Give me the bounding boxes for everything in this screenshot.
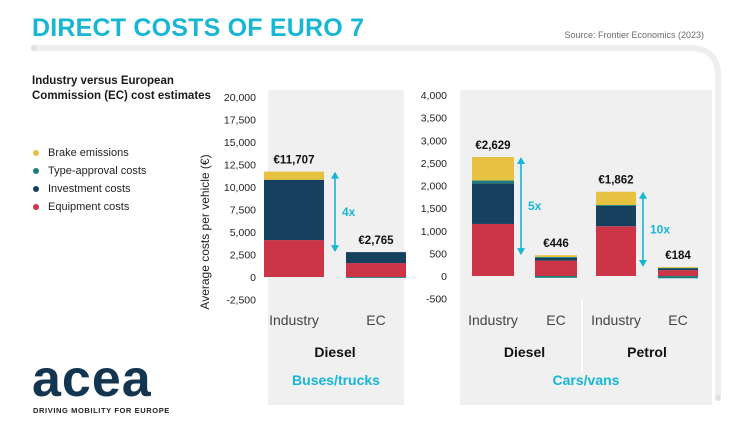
bar-total-label: €184	[665, 250, 691, 262]
bar-segment	[472, 180, 514, 184]
bar-segment	[264, 171, 324, 180]
bar-segment	[658, 266, 698, 268]
legend-dot-icon	[33, 186, 39, 192]
bar-total-label: €446	[543, 238, 569, 250]
y-tick-label: 5,000	[230, 227, 256, 239]
chart-subtitle: Industry versus European Commission (EC)…	[32, 75, 211, 102]
multiplier-label: 4x	[342, 205, 356, 219]
x-category-label: EC	[668, 312, 687, 328]
bar-segment	[658, 267, 698, 269]
bar-total-label: €2,629	[475, 140, 510, 152]
y-tick-label: 1,000	[421, 226, 447, 238]
legend-dot-icon	[33, 204, 39, 210]
x-category-label: EC	[546, 312, 565, 328]
logo-text: acea	[32, 356, 152, 406]
y-tick-label: 500	[429, 248, 447, 260]
x-category-label: Industry	[468, 312, 518, 328]
bar-total-label: €1,862	[598, 175, 633, 187]
bar-segment	[596, 226, 636, 276]
legend: Brake emissions Type-approval costs Inve…	[32, 144, 146, 216]
acea-logo-icon: acea	[32, 356, 152, 406]
y-tick-label: 1,500	[421, 203, 447, 215]
y-tick-label: 3,000	[421, 135, 447, 147]
bar-segment	[264, 240, 324, 277]
y-tick-label: 2,000	[421, 181, 447, 193]
legend-label: Type-approval costs	[48, 165, 147, 177]
y-tick-label: -2,500	[226, 295, 256, 307]
bar-segment-negative	[535, 276, 577, 278]
bar-total-label: €11,707	[274, 155, 315, 167]
y-tick-label: 0	[441, 271, 447, 283]
legend-label: Investment costs	[48, 183, 131, 195]
bar-segment	[472, 157, 514, 181]
segment-label: Buses/trucks	[292, 372, 380, 388]
bar-segment	[596, 191, 636, 205]
y-tick-label: 7,500	[230, 205, 256, 217]
y-tick-label: 17,500	[224, 115, 256, 127]
legend-item-equipment: Equipment costs	[32, 198, 146, 216]
multiplier-label: 10x	[650, 222, 670, 236]
legend-item-brake: Brake emissions	[32, 144, 146, 162]
segment-label: Cars/vans	[553, 372, 620, 388]
x-category-label: EC	[366, 312, 385, 328]
bar-segment	[535, 255, 577, 257]
logo-tagline: DRIVING MOBILITY FOR EUROPE	[33, 406, 170, 415]
multiplier-label: 5x	[528, 199, 542, 213]
arrow-head-icon	[331, 171, 339, 179]
y-axis-label: Average costs per vehicle (€)	[198, 154, 212, 309]
source-note: Source: Frontier Economics (2023)	[564, 30, 704, 40]
y-tick-label: -500	[426, 294, 447, 306]
legend-item-investment: Investment costs	[32, 180, 146, 198]
y-tick-label: 2,500	[421, 158, 447, 170]
x-category-label: Industry	[269, 312, 319, 328]
arrow-head-icon	[331, 245, 339, 253]
frame-dot-icon	[31, 45, 37, 51]
group-label: Petrol	[627, 344, 667, 360]
bar-segment	[535, 256, 577, 258]
legend-dot-icon	[33, 150, 39, 156]
y-tick-label: 2,500	[230, 250, 256, 262]
bar-segment	[346, 263, 406, 277]
legend-item-type-approval: Type-approval costs	[32, 162, 146, 180]
legend-label: Brake emissions	[48, 147, 129, 159]
y-tick-label: 15,000	[224, 137, 256, 149]
bar-segment	[535, 260, 577, 276]
arrow-head-icon	[517, 248, 525, 256]
group-label: Diesel	[314, 344, 355, 360]
bar-segment-negative	[658, 276, 698, 279]
page-title: DIRECT COSTS OF EURO 7	[32, 14, 365, 42]
arrow-head-icon	[639, 191, 647, 199]
bar-segment	[346, 252, 406, 264]
y-tick-label: 10,000	[224, 182, 256, 194]
bar-segment	[264, 179, 324, 241]
group-label: Diesel	[504, 344, 545, 360]
arrow-head-icon	[639, 259, 647, 267]
legend-dot-icon	[33, 168, 39, 174]
y-tick-label: 20,000	[224, 92, 256, 104]
bar-segment-negative	[346, 277, 406, 278]
legend-label: Equipment costs	[48, 201, 130, 213]
frame-decoration	[31, 45, 721, 401]
bar-segment	[472, 183, 514, 224]
bar-segment	[658, 270, 698, 276]
bar-segment	[596, 205, 636, 227]
y-tick-label: 4,000	[421, 90, 447, 102]
x-category-label: Industry	[591, 312, 641, 328]
bar-segment	[596, 204, 636, 206]
arrow-head-icon	[517, 157, 525, 165]
bar-segment	[535, 257, 577, 261]
y-tick-label: 3,500	[421, 113, 447, 125]
frame-dot-icon	[715, 395, 721, 401]
bar-segment	[472, 223, 514, 276]
y-tick-label: 12,500	[224, 160, 256, 172]
bar-total-label: €2,765	[358, 235, 394, 247]
bar-segment	[658, 268, 698, 271]
y-tick-label: 0	[250, 272, 256, 284]
